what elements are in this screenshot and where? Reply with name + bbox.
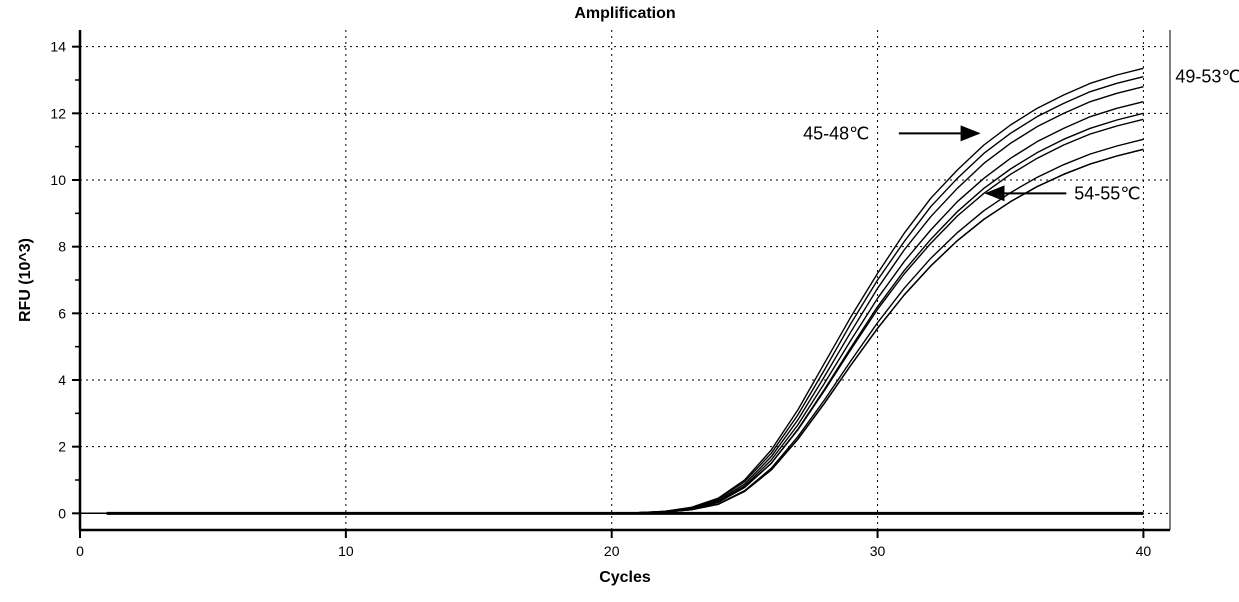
- x-tick-label: 30: [870, 543, 886, 559]
- x-tick-label: 0: [76, 543, 84, 559]
- label-54-55: 54-55℃: [1074, 183, 1140, 203]
- label-45-48: 45-48℃: [803, 123, 869, 143]
- y-axis-label: RFU (10^3): [17, 238, 34, 322]
- x-tick-label: 20: [604, 543, 620, 559]
- amplification-chart: 0 10 20 30 40 0 2 4 6 8 10 12 14 Amplification Cycles R…: [0, 0, 1239, 602]
- y-tick-label: 2: [58, 439, 66, 455]
- plot-area: [80, 30, 1170, 530]
- label-49-53: 49-53℃: [1175, 67, 1239, 87]
- chart-svg: 0 10 20 30 40 0 2 4 6 8 10 12 14 Amplification Cycles R…: [0, 0, 1239, 602]
- y-tick-label: 12: [50, 105, 66, 121]
- y-tick-label: 4: [58, 372, 66, 388]
- x-tick-label: 10: [338, 543, 354, 559]
- y-tick-label: 8: [58, 239, 66, 255]
- x-axis-label: Cycles: [599, 569, 651, 586]
- x-tick-label: 40: [1136, 543, 1152, 559]
- chart-title: Amplification: [574, 5, 675, 22]
- y-tick-label: 10: [50, 172, 66, 188]
- y-tick-label: 6: [58, 305, 66, 321]
- y-tick-label: 14: [50, 39, 66, 55]
- y-tick-label: 0: [58, 505, 66, 521]
